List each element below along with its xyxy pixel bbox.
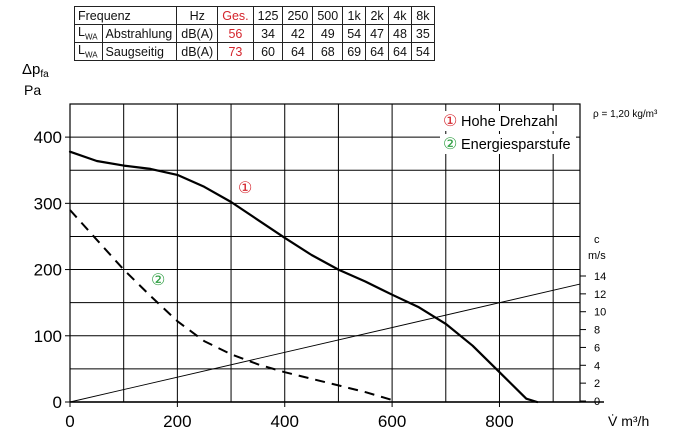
right-axis-unit: m/s (588, 250, 606, 262)
legend-background (440, 134, 576, 154)
x-tick-label: 600 (378, 412, 406, 431)
legend-label: Energiesparstufe (461, 137, 571, 153)
y-tick-label: 0 (53, 393, 62, 412)
table-cell: 68 (312, 42, 344, 61)
y-axis-label: Δpfa (22, 61, 49, 80)
legend-marker: ① (443, 113, 457, 130)
x-axis-label: V̇ m³/h (608, 413, 649, 429)
table-cell-total: 73 (217, 42, 254, 61)
y-axis-unit: Pa (24, 82, 41, 98)
table-cell: 64 (282, 42, 314, 61)
table-row: LWA Saugseitig dB(A) 73 60 64 68 69 64 6… (74, 42, 435, 61)
chart-ticks: 0 100 200 300 400 0 200 400 600 800 0 2 4 6 8 10 12 14 (34, 128, 607, 431)
curve-marker-2: ② (151, 272, 165, 289)
right-tick-label: 14 (594, 271, 606, 283)
y-tick-label: 100 (34, 327, 62, 346)
right-tick-label: 12 (594, 289, 606, 301)
table-cell-unit: dB(A) (176, 24, 219, 43)
right-tick-label: 0 (594, 396, 600, 408)
series-line-2 (69, 209, 393, 401)
series-line-3 (69, 283, 581, 403)
density-note: ρ = 1,20 kg/m³ (593, 109, 658, 120)
y-tick-label: 200 (34, 261, 62, 280)
x-tick-label: 0 (65, 412, 74, 431)
right-tick-label: 8 (594, 325, 600, 337)
chart-markers: ①② (151, 180, 252, 289)
chart-axes (69, 103, 604, 403)
table-header-cell: 8k (410, 6, 435, 25)
right-tick-label: 2 (594, 378, 600, 390)
right-tick-label: 4 (594, 360, 600, 372)
x-tick-label: 200 (163, 412, 191, 431)
table-cell-unit: dB(A) (176, 42, 219, 61)
chart-series (68, 150, 581, 404)
table-cell-label: Abstrahlung (101, 24, 178, 43)
table-cell: 35 (410, 24, 435, 43)
table-cell: 54 (410, 42, 435, 61)
y-tick-label: 400 (34, 128, 62, 147)
series-line-1 (68, 150, 539, 404)
right-axis-label: c (594, 234, 600, 246)
table-header-row: Frequenz Hz Ges. 125 250 500 1k 2k 4k 8k (73, 6, 435, 25)
legend-marker: ② (443, 136, 457, 153)
right-tick-label: 6 (594, 342, 600, 354)
legend-background (440, 111, 576, 131)
curve-marker-1: ① (238, 180, 252, 197)
x-tick-label: 800 (485, 412, 513, 431)
table-header-cell: 500 (312, 6, 344, 25)
table-header-cell: 250 (282, 6, 314, 25)
right-tick-label: 10 (594, 307, 606, 319)
table-cell-label: Saugseitig (101, 42, 178, 61)
x-tick-label: 400 (271, 412, 299, 431)
table-cell: 42 (282, 24, 314, 43)
y-tick-label: 300 (34, 194, 62, 213)
legend-label: Hohe Drehzahl (461, 114, 558, 130)
sound-level-table: Frequenz Hz Ges. 125 250 500 1k 2k 4k 8k… (73, 6, 435, 61)
